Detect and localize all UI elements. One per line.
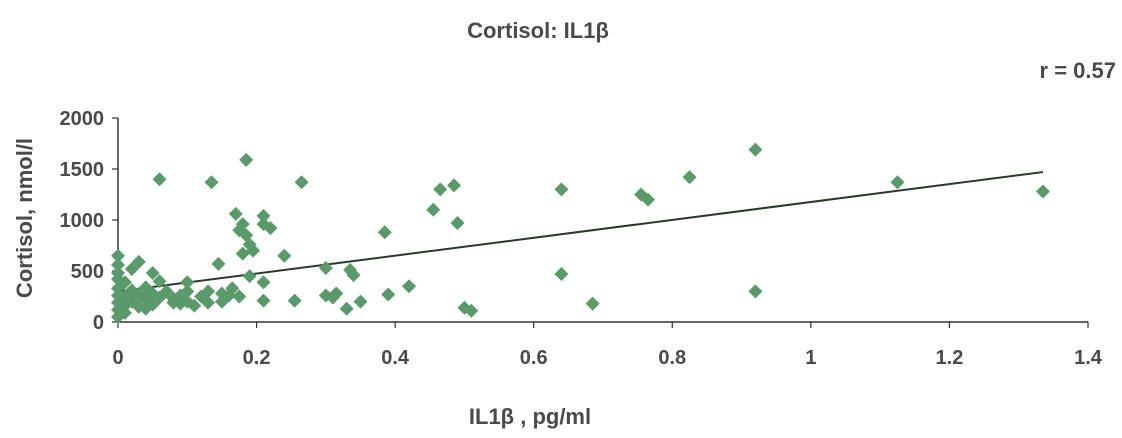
y-tick-label: 1000 <box>60 210 105 232</box>
data-point <box>159 284 174 299</box>
data-point <box>346 268 361 283</box>
data-point <box>381 287 396 302</box>
data-point <box>256 208 271 223</box>
data-point <box>641 192 656 207</box>
x-tick-label: 1.4 <box>1074 347 1103 369</box>
data-point <box>131 254 146 269</box>
data-point <box>124 261 139 276</box>
data-point <box>890 175 905 190</box>
data-point <box>180 275 195 290</box>
data-point <box>180 284 195 299</box>
data-point <box>228 206 243 221</box>
x-tick-label: 1.2 <box>936 347 964 369</box>
data-point <box>682 170 697 185</box>
data-point <box>187 298 202 313</box>
data-point <box>554 182 569 197</box>
y-tick-label: 0 <box>93 312 104 334</box>
data-point <box>748 284 763 299</box>
y-tick-label: 500 <box>71 261 104 283</box>
x-tick-label: 0 <box>112 347 123 369</box>
x-tick-label: 0.6 <box>520 347 548 369</box>
data-point <box>450 216 465 231</box>
data-point <box>377 225 392 240</box>
data-point <box>263 221 278 236</box>
data-point <box>235 217 250 232</box>
data-point <box>225 281 240 296</box>
x-tick-label: 0.2 <box>243 347 271 369</box>
data-point <box>277 248 292 263</box>
data-point <box>201 295 216 310</box>
y-axis-label: Cortisol, nmol/l <box>12 138 37 298</box>
data-point <box>426 202 441 217</box>
data-point <box>329 286 344 301</box>
data-point <box>117 305 132 320</box>
data-point <box>152 172 167 187</box>
data-point <box>256 275 271 290</box>
data-point <box>235 246 250 261</box>
tick-labels: 0 0.2 0.4 0.6 0.8 1 1.2 1.4 0 500 1000 1500 2000 <box>60 108 1103 369</box>
x-tick-label: 1 <box>805 347 816 369</box>
data-point <box>246 243 261 258</box>
points-layer <box>111 142 1050 324</box>
x-axis-label: IL1β , pg/ml <box>469 404 591 429</box>
data-point <box>145 297 160 312</box>
data-point <box>117 275 132 290</box>
data-point <box>339 301 354 316</box>
data-point <box>201 284 216 299</box>
data-point <box>256 293 271 308</box>
data-point <box>402 279 416 294</box>
chart-title: Cortisol: IL1β <box>467 18 609 43</box>
trendline-layer <box>117 171 1044 293</box>
data-point <box>145 266 160 281</box>
y-tick-label: 2000 <box>60 108 105 130</box>
x-tick-label: 0.8 <box>658 347 686 369</box>
data-point <box>242 269 257 284</box>
data-point <box>232 289 247 304</box>
y-tick-label: 1500 <box>60 159 105 181</box>
data-point <box>287 293 302 308</box>
data-point <box>111 257 125 272</box>
data-point <box>294 175 309 190</box>
data-point <box>554 267 569 282</box>
data-point <box>1035 184 1050 199</box>
data-point <box>239 152 254 167</box>
data-point <box>211 256 226 271</box>
data-point <box>585 296 600 311</box>
data-point <box>447 178 462 193</box>
data-point <box>433 182 448 197</box>
data-point <box>318 260 333 275</box>
data-point <box>152 274 167 289</box>
data-point <box>353 294 368 309</box>
data-point <box>111 248 125 263</box>
x-tick-label: 0.4 <box>381 347 410 369</box>
data-point <box>204 175 219 190</box>
data-point <box>464 303 479 318</box>
correlation-annotation: r = 0.57 <box>1040 58 1116 83</box>
trend-line <box>117 171 1044 293</box>
data-point <box>748 142 763 157</box>
